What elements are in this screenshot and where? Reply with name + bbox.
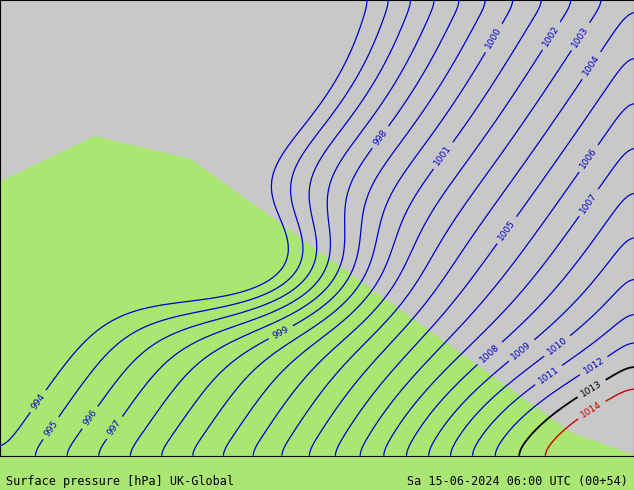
Text: 1013: 1013 [579, 379, 604, 398]
Text: 1012: 1012 [582, 356, 605, 376]
Text: 1005: 1005 [496, 218, 517, 242]
Text: 1011: 1011 [536, 365, 560, 385]
Text: 1014: 1014 [579, 400, 604, 420]
Text: 998: 998 [372, 127, 389, 147]
Polygon shape [0, 137, 634, 456]
Text: 994: 994 [30, 392, 47, 411]
Text: 999: 999 [271, 324, 290, 340]
Text: 1003: 1003 [571, 24, 590, 49]
Text: 1001: 1001 [433, 144, 453, 168]
Text: 1009: 1009 [510, 340, 533, 361]
Text: 1002: 1002 [541, 24, 561, 48]
Text: 997: 997 [106, 418, 123, 438]
Text: 995: 995 [42, 418, 60, 438]
Text: Surface pressure [hPa] UK-Global: Surface pressure [hPa] UK-Global [6, 474, 235, 488]
Text: Sa 15-06-2024 06:00 UTC (00+54): Sa 15-06-2024 06:00 UTC (00+54) [407, 474, 628, 488]
Text: 1006: 1006 [578, 147, 599, 171]
Text: 1000: 1000 [484, 26, 503, 50]
Text: 1008: 1008 [478, 342, 501, 364]
Text: 1010: 1010 [545, 335, 569, 357]
Text: 1004: 1004 [581, 53, 602, 77]
Text: 996: 996 [81, 408, 99, 427]
Text: 1007: 1007 [578, 191, 599, 215]
